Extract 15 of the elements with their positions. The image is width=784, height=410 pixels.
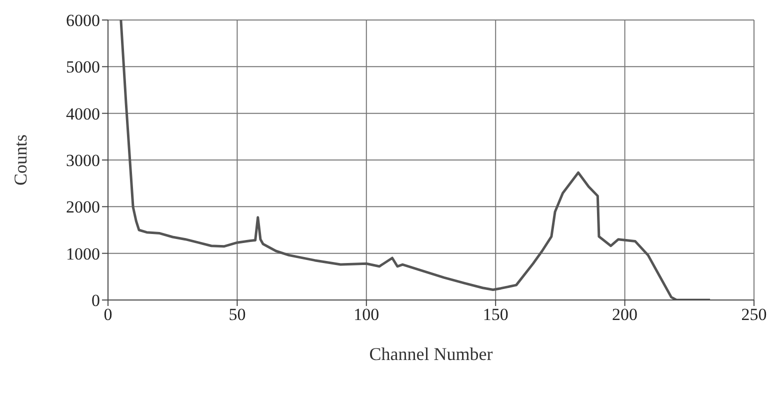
y-tick-label: 0 xyxy=(92,291,100,310)
y-tick-label: 6000 xyxy=(66,11,100,30)
x-tick-label: 50 xyxy=(228,305,246,324)
y-tick-label: 5000 xyxy=(66,58,100,77)
x-axis-title: Channel Number xyxy=(369,344,493,364)
y-tick-label: 4000 xyxy=(66,104,100,124)
x-tick-label: 100 xyxy=(354,305,380,324)
x-tick-label: 200 xyxy=(612,305,638,324)
y-tick-label: 1000 xyxy=(66,244,100,264)
y-tick-label: 3000 xyxy=(66,151,100,170)
y-tick-label: 2000 xyxy=(66,198,100,217)
x-tick-label: 0 xyxy=(104,305,112,324)
y-axis-title: Counts xyxy=(10,134,30,186)
x-tick-label: 250 xyxy=(741,305,767,324)
x-tick-label: 150 xyxy=(482,305,508,324)
